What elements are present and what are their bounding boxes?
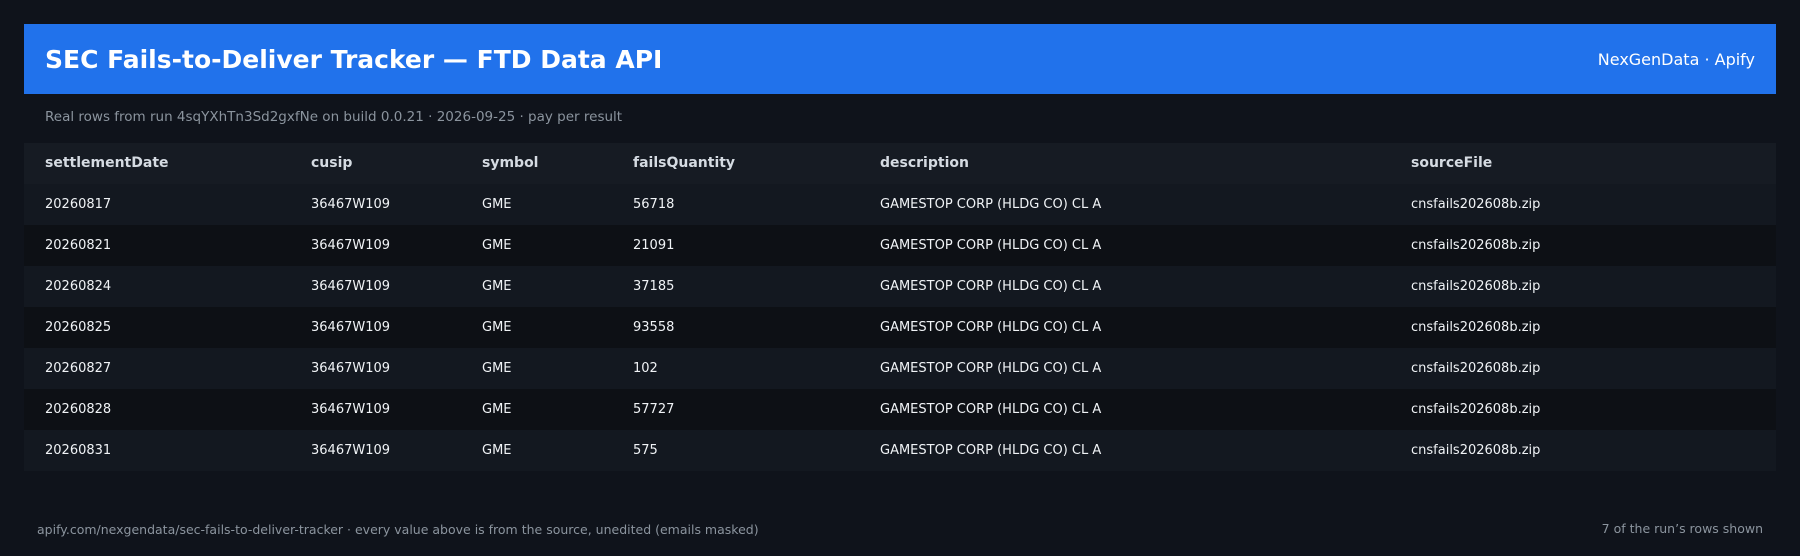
cell-cusip: 36467W109 bbox=[311, 361, 391, 376]
table-row: 20260824 36467W109 GME 37185 GAMESTOP CO… bbox=[24, 266, 1776, 307]
cell-cusip: 36467W109 bbox=[311, 320, 391, 335]
column-header-symbol: symbol bbox=[482, 155, 539, 171]
cell-settlement-date: 20260821 bbox=[45, 238, 112, 253]
cell-fails-quantity: 56718 bbox=[633, 197, 675, 212]
cell-symbol: GME bbox=[482, 402, 512, 417]
cell-cusip: 36467W109 bbox=[311, 279, 391, 294]
table-row: 20260825 36467W109 GME 93558 GAMESTOP CO… bbox=[24, 307, 1776, 348]
cell-source-file: cnsfails202608b.zip bbox=[1411, 320, 1541, 335]
cell-description: GAMESTOP CORP (HLDG CO) CL A bbox=[880, 320, 1102, 335]
cell-fails-quantity: 102 bbox=[633, 361, 658, 376]
brand-label: NexGenData · Apify bbox=[1597, 49, 1755, 69]
column-header-sourcefile: sourceFile bbox=[1411, 155, 1493, 171]
column-header-description: description bbox=[880, 155, 969, 171]
cell-description: GAMESTOP CORP (HLDG CO) CL A bbox=[880, 361, 1102, 376]
cell-description: GAMESTOP CORP (HLDG CO) CL A bbox=[880, 197, 1102, 212]
cell-source-file: cnsfails202608b.zip bbox=[1411, 443, 1541, 458]
cell-fails-quantity: 93558 bbox=[633, 320, 675, 335]
cell-symbol: GME bbox=[482, 361, 512, 376]
cell-source-file: cnsfails202608b.zip bbox=[1411, 361, 1541, 376]
cell-cusip: 36467W109 bbox=[311, 443, 391, 458]
cell-symbol: GME bbox=[482, 279, 512, 294]
column-header-cusip: cusip bbox=[311, 155, 353, 171]
table-row: 20260827 36467W109 GME 102 GAMESTOP CORP… bbox=[24, 348, 1776, 389]
data-table: settlementDate cusip symbol failsQuantit… bbox=[24, 143, 1776, 471]
cell-description: GAMESTOP CORP (HLDG CO) CL A bbox=[880, 279, 1102, 294]
cell-settlement-date: 20260831 bbox=[45, 443, 112, 458]
page-title: SEC Fails-to-Deliver Tracker — FTD Data … bbox=[45, 44, 663, 74]
cell-source-file: cnsfails202608b.zip bbox=[1411, 402, 1541, 417]
cell-fails-quantity: 57727 bbox=[633, 402, 675, 417]
cell-settlement-date: 20260828 bbox=[45, 402, 112, 417]
header-bar: SEC Fails-to-Deliver Tracker — FTD Data … bbox=[24, 24, 1776, 94]
cell-source-file: cnsfails202608b.zip bbox=[1411, 279, 1541, 294]
cell-symbol: GME bbox=[482, 320, 512, 335]
footer-source-link: apify.com/nexgendata/sec-fails-to-delive… bbox=[37, 522, 759, 537]
table-row: 20260831 36467W109 GME 575 GAMESTOP CORP… bbox=[24, 430, 1776, 471]
table-row: 20260817 36467W109 GME 56718 GAMESTOP CO… bbox=[24, 184, 1776, 225]
cell-settlement-date: 20260824 bbox=[45, 279, 112, 294]
footer-row-count: 7 of the run’s rows shown bbox=[1601, 521, 1763, 536]
cell-description: GAMESTOP CORP (HLDG CO) CL A bbox=[880, 238, 1102, 253]
cell-symbol: GME bbox=[482, 238, 512, 253]
cell-description: GAMESTOP CORP (HLDG CO) CL A bbox=[880, 402, 1102, 417]
cell-fails-quantity: 37185 bbox=[633, 279, 675, 294]
cell-description: GAMESTOP CORP (HLDG CO) CL A bbox=[880, 443, 1102, 458]
cell-source-file: cnsfails202608b.zip bbox=[1411, 197, 1541, 212]
cell-symbol: GME bbox=[482, 197, 512, 212]
cell-settlement-date: 20260825 bbox=[45, 320, 112, 335]
cell-source-file: cnsfails202608b.zip bbox=[1411, 238, 1541, 253]
cell-cusip: 36467W109 bbox=[311, 402, 391, 417]
cell-settlement-date: 20260817 bbox=[45, 197, 112, 212]
column-header-failsquantity: failsQuantity bbox=[633, 155, 736, 171]
cell-cusip: 36467W109 bbox=[311, 238, 391, 253]
run-info-subtitle: Real rows from run 4sqYXhTn3Sd2gxfNe on … bbox=[45, 109, 623, 125]
cell-fails-quantity: 575 bbox=[633, 443, 658, 458]
cell-cusip: 36467W109 bbox=[311, 197, 391, 212]
cell-fails-quantity: 21091 bbox=[633, 238, 675, 253]
column-header-settlementdate: settlementDate bbox=[45, 155, 169, 171]
table-row: 20260821 36467W109 GME 21091 GAMESTOP CO… bbox=[24, 225, 1776, 266]
table-header-row: settlementDate cusip symbol failsQuantit… bbox=[24, 143, 1776, 184]
table-row: 20260828 36467W109 GME 57727 GAMESTOP CO… bbox=[24, 389, 1776, 430]
cell-symbol: GME bbox=[482, 443, 512, 458]
cell-settlement-date: 20260827 bbox=[45, 361, 112, 376]
